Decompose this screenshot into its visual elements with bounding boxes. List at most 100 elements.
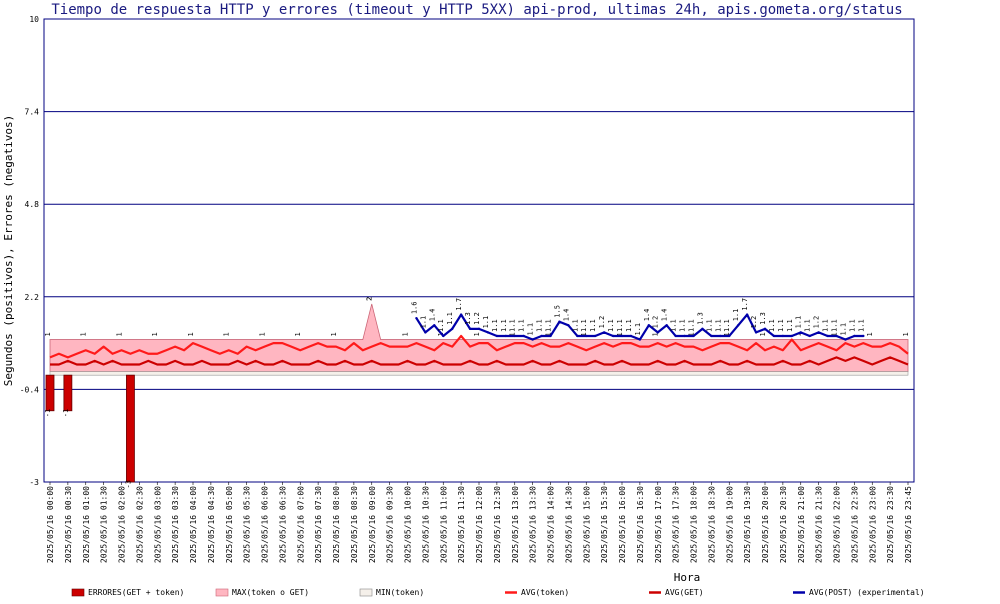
max-data-label: 1 [509, 332, 517, 336]
plot-frame [43, 18, 915, 483]
avg-post-point [477, 327, 481, 331]
error-bar [126, 374, 135, 483]
x-tick-label: 2025/05/16 13:00 [511, 486, 520, 563]
max-data-label: 1 [795, 332, 803, 336]
avg-post-point [853, 334, 856, 338]
avg-post-point [522, 334, 525, 338]
post-data-label: 1.1 [491, 319, 499, 332]
x-tick-label: 2025/05/16 14:00 [547, 486, 556, 563]
post-data-label: 1.3 [464, 312, 472, 325]
avg-post-point [468, 327, 472, 331]
post-data-label: 1.4 [661, 309, 669, 322]
x-tick-label: 2025/05/16 21:30 [815, 486, 824, 563]
post-data-label: 1.4 [562, 309, 570, 322]
x-tick-label: 2025/05/16 11:30 [457, 486, 466, 563]
avg-post-point [450, 327, 454, 331]
avg-post-point [754, 331, 758, 334]
post-data-label: 1.1 [795, 316, 803, 329]
max-data-label: 1 [44, 332, 52, 336]
max-data-label: 1 [330, 332, 338, 336]
avg-post-point [576, 334, 579, 338]
avg-post-point [862, 334, 865, 338]
x-tick-label: 2025/05/16 09:30 [386, 486, 395, 563]
x-tick-label: 2025/05/16 15:00 [582, 486, 591, 563]
x-tick-label: 2025/05/16 06:30 [278, 486, 287, 563]
post-data-label: 1.1 [446, 312, 454, 325]
avg-post-point [817, 331, 820, 334]
post-data-label: 1.7 [741, 298, 749, 311]
x-tick-label: 2025/05/16 23:45 [904, 486, 913, 563]
y-axis-label: Segundos (positivos), Errores (negativos… [2, 115, 15, 387]
x-tick-label: 2025/05/16 12:00 [475, 486, 484, 563]
avg-post-point [674, 334, 677, 338]
post-data-label: 1.1 [571, 319, 579, 332]
x-tick-label: 2025/05/16 23:00 [868, 486, 877, 563]
post-data-label: 1.1 [786, 319, 794, 332]
x-tick-label: 2025/05/16 20:30 [779, 486, 788, 563]
post-data-label: 1.2 [598, 316, 606, 329]
error-data-label: -3 [124, 480, 132, 488]
post-data-label: 1.2 [750, 316, 758, 329]
x-tick-label: 2025/05/16 02:30 [135, 486, 144, 563]
avg-post-point [808, 334, 811, 338]
post-data-label: 1.1 [616, 319, 624, 332]
post-data-label: 1.6 [410, 302, 418, 315]
max-data-label: 1 [473, 332, 481, 336]
avg-post-point [549, 334, 552, 338]
post-data-label: 1.1 [527, 323, 535, 336]
x-tick-label: 2025/05/16 05:00 [225, 486, 234, 563]
avg-post-point [415, 316, 418, 320]
x-tick-label: 2025/05/16 10:30 [421, 486, 430, 563]
post-data-label: 1.1 [607, 319, 615, 332]
x-tick-label: 2025/05/16 00:30 [64, 486, 73, 563]
x-tick-label: 2025/05/16 16:00 [618, 486, 627, 563]
x-tick-label: 2025/05/16 13:30 [529, 486, 538, 563]
x-tick-label: 2025/05/16 01:00 [82, 486, 91, 563]
max-data-label: 1 [723, 332, 731, 336]
avg-get-line [50, 356, 909, 366]
max-data-label: 1 [187, 332, 195, 336]
post-data-label: 1.1 [518, 319, 526, 332]
avg-post-point [638, 338, 642, 341]
post-data-label: 1.1 [857, 319, 865, 332]
post-data-label: 1.1 [536, 319, 544, 332]
x-tick-label: 2025/05/16 18:30 [707, 486, 716, 563]
y-tick-label: 10 [29, 15, 39, 24]
post-data-label: 1.1 [509, 319, 517, 332]
post-data-label: 1.1 [634, 323, 642, 336]
avg-post-point [799, 331, 802, 334]
legend-label: ERRORES(GET + token) [88, 588, 184, 597]
max-data-label: 1 [866, 332, 874, 336]
avg-post-point [504, 334, 508, 338]
y-tick-label: 2.2 [25, 293, 40, 302]
post-data-label: 1.2 [652, 316, 660, 329]
x-tick-label: 2025/05/16 17:00 [654, 486, 663, 563]
x-tick-label: 2025/05/16 22:00 [833, 486, 842, 563]
max-data-label: 1 [402, 332, 410, 336]
max-data-label: 1 [831, 332, 839, 336]
avg-post-point [611, 334, 615, 338]
x-tick-label: 2025/05/16 10:00 [404, 486, 413, 563]
avg-post-point [719, 334, 722, 338]
max-data-label: 2 [366, 297, 374, 301]
max-data-label: 1 [223, 332, 231, 336]
max-data-label: 2 [366, 297, 374, 301]
post-data-label: 1.1 [688, 319, 696, 332]
y-tick-label: -3 [29, 478, 39, 487]
avg-post-point [844, 338, 847, 341]
avg-post-point [442, 334, 445, 338]
post-data-label: 1.1 [839, 323, 847, 336]
avg-post-point [531, 338, 534, 341]
avg-post-point [665, 324, 668, 327]
x-tick-label: 2025/05/16 03:00 [153, 486, 162, 563]
avg-post-point [656, 331, 659, 334]
x-tick-label: 2025/05/16 03:30 [171, 486, 180, 563]
x-tick-label: 2025/05/16 19:00 [725, 486, 734, 563]
post-data-label: 1.1 [545, 319, 553, 332]
avg-post-point [692, 334, 695, 338]
post-data-label: 1.1 [589, 319, 597, 332]
legend-label: AVG(token) [521, 588, 569, 597]
x-tick-label: 2025/05/16 09:00 [368, 486, 377, 563]
post-data-label: 1.1 [679, 319, 687, 332]
post-data-label: 1.1 [705, 319, 713, 332]
